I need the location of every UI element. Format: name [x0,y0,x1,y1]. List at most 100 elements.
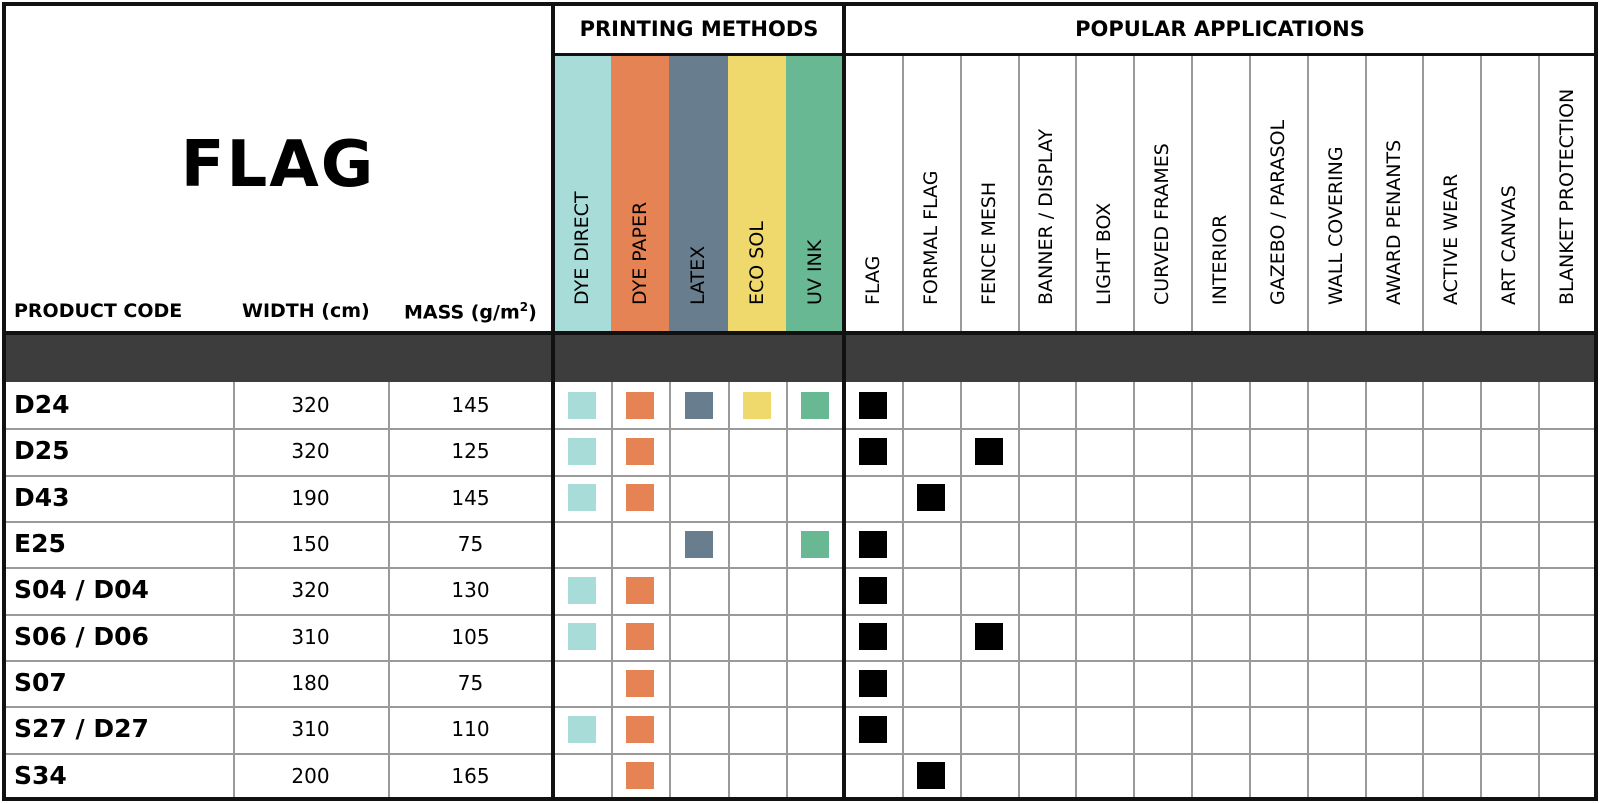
column-divider [1364,54,1367,333]
column-divider [1422,382,1425,799]
application-mark [974,437,1003,465]
width-value: 190 [291,485,330,510]
method-mark-dye-direct [568,576,597,604]
application-mark [858,715,887,743]
popular-applications-title: POPULAR APPLICATIONS [1075,17,1365,41]
width-value: 310 [291,624,330,649]
column-divider [1075,382,1078,799]
row-divider [4,660,1596,662]
table-row: S07 180 75 [4,660,1596,706]
column-divider [1248,54,1251,333]
column-divider [1075,54,1078,333]
application-mark [916,484,945,512]
application-mark [858,437,887,465]
separator-band [4,333,1596,382]
applications-left-border [842,4,846,799]
method-mark-latex [684,391,713,419]
group-title-divider [553,53,1596,56]
method-mark-dye-paper [626,437,655,465]
column-divider [1480,54,1483,333]
product-code: D43 [14,482,70,512]
product-code: S34 [14,760,67,790]
mass-header-suffix: ) [528,301,537,324]
column-divider [1538,54,1541,333]
column-divider [1306,54,1309,333]
row-divider [4,706,1596,709]
table-row: D24 320 145 [4,382,1596,428]
mass-header-prefix: MASS (g/m [404,301,520,324]
column-divider [1017,54,1020,333]
product-code-header: PRODUCT CODE [14,300,183,322]
method-mark-latex [684,530,713,558]
header-bottom-border [4,331,1596,335]
printing-methods-title: PRINTING METHODS [579,17,819,41]
width-header: WIDTH (cm) [242,300,370,322]
table-row: S34 200 165 [4,753,1596,799]
method-mark-dye-paper [626,762,655,790]
method-mark-dye-direct [568,623,597,651]
width-value: 320 [291,439,330,464]
width-value: 180 [291,671,330,695]
method-mark-dye-paper [626,391,655,419]
column-divider [1191,54,1194,333]
mass-value: 105 [451,624,490,649]
row-divider [4,752,1596,755]
mass-value: 165 [451,763,490,788]
column-divider [1191,382,1194,799]
mass-header: MASS (g/m2) [404,300,537,323]
width-value: 320 [291,578,330,603]
application-mark [974,623,1003,651]
column-divider [1538,382,1541,799]
method-header-eco-sol: ECO SOL [727,54,786,333]
method-mark-dye-paper [626,623,655,651]
method-mark-dye-paper [626,484,655,512]
mass-header-superscript: 2 [519,300,529,314]
column-divider [959,382,962,799]
method-mark-dye-direct [568,437,597,465]
application-mark [858,391,887,419]
product-code: S06 / D06 [14,621,149,651]
method-mark-uv-ink [800,391,829,419]
application-mark [916,762,945,790]
mass-value: 145 [451,393,490,417]
method-mark-dye-direct [568,715,597,743]
method-mark-dye-direct [568,391,597,419]
width-value: 310 [291,717,330,742]
width-value: 320 [291,393,330,417]
mass-value: 145 [451,485,490,510]
mass-value: 75 [457,671,484,695]
row-divider [4,567,1596,570]
row-divider [4,613,1596,616]
column-divider [1422,54,1425,333]
row-divider [4,474,1596,477]
mass-value: 125 [451,439,490,464]
mass-value: 110 [451,717,490,742]
method-mark-dye-paper [626,669,655,697]
application-mark [858,669,887,697]
product-code: E25 [14,529,66,558]
column-divider [1133,54,1136,333]
column-divider [727,382,730,799]
table-row: D43 190 145 [4,475,1596,521]
method-header-uv-ink: UV INK [785,54,844,333]
method-mark-dye-paper [626,576,655,604]
column-divider [959,54,962,333]
row-divider [4,428,1596,431]
column-divider [1364,382,1367,799]
table-title: FLAG [180,128,376,202]
column-divider [1248,382,1251,799]
printing-methods-left-border [551,4,555,799]
column-divider [785,382,788,799]
application-mark [858,530,887,558]
method-mark-eco-sol [742,391,771,419]
method-mark-uv-ink [800,530,829,558]
mass-value: 130 [451,578,490,603]
application-mark [858,623,887,651]
method-header-dye-paper: DYE PAPER [611,54,670,333]
table-row: S27 / D27 310 110 [4,706,1596,752]
table-row: D25 320 125 [4,428,1596,474]
product-code: S27 / D27 [14,714,149,744]
method-header-latex: LATEX [669,54,728,333]
